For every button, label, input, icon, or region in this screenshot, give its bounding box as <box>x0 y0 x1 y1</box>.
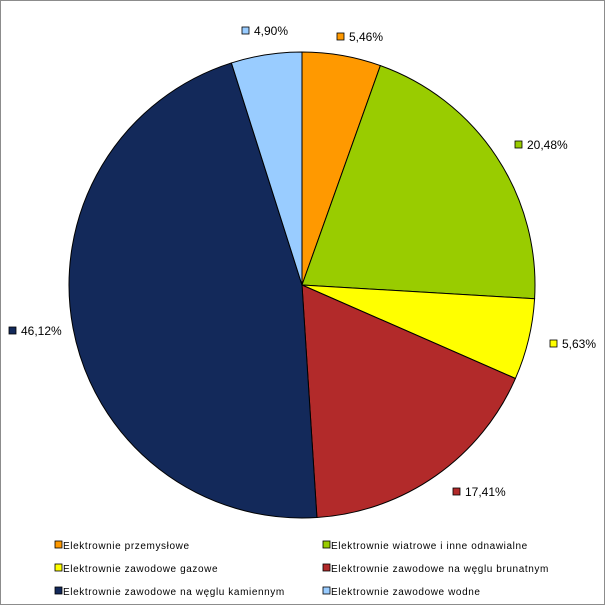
data-label-swatch-elektrownie-zawodowe-na-weglu-kamiennym <box>8 326 17 335</box>
legend-entry-elektrownie-wiatrowe-i-inne-odnawialne: Elektrownie wiatrowe i inne odnawialne <box>331 541 528 552</box>
data-label-elektrownie-wiatrowe-i-inne-odnawialne: 20,48% <box>527 138 568 152</box>
pie-slice-elektrownie-zawodowe-wodne <box>230 51 303 286</box>
data-label-elektrownie-zawodowe-na-weglu-kamiennym: 46,12% <box>21 324 62 338</box>
data-label-swatch-elektrownie-przemyslowe <box>336 32 345 41</box>
data-label-swatch-elektrownie-zawodowe-na-weglu-brunatnym <box>452 487 461 496</box>
legend-entry-elektrownie-zawodowe-na-weglu-brunatnym: Elektrownie zawodowe na węglu brunatnym <box>331 564 549 575</box>
data-label-elektrownie-zawodowe-na-weglu-brunatnym: 17,41% <box>465 485 506 499</box>
data-label-swatch-elektrownie-zawodowe-gazowe <box>549 339 558 348</box>
legend-swatch-elektrownie-wiatrowe-i-inne-odnawialne <box>322 540 331 549</box>
pie-slices <box>68 51 536 519</box>
legend-entry-elektrownie-zawodowe-wodne: Elektrownie zawodowe wodne <box>331 587 481 598</box>
pie-slice-elektrownie-zawodowe-na-weglu-kamiennym <box>68 62 318 519</box>
data-label-swatch-elektrownie-zawodowe-wodne <box>241 26 250 35</box>
legend-swatch-elektrownie-zawodowe-gazowe <box>54 563 63 572</box>
legend-entry-elektrownie-zawodowe-gazowe: Elektrownie zawodowe gazowe <box>63 564 218 575</box>
data-label-elektrownie-przemyslowe: 5,46% <box>349 30 383 44</box>
data-label-swatch-elektrownie-wiatrowe-i-inne-odnawialne <box>514 140 523 149</box>
legend-swatch-elektrownie-zawodowe-na-weglu-brunatnym <box>322 563 331 572</box>
pie-slice-elektrownie-zawodowe-na-weglu-brunatnym <box>301 284 517 519</box>
data-label-elektrownie-zawodowe-gazowe: 5,63% <box>562 337 596 351</box>
legend: Elektrownie przemysłowe Elektrownie wiatr… <box>54 540 549 598</box>
pie-slice-elektrownie-wiatrowe-i-inne-odnawialne <box>301 64 536 300</box>
data-label-elektrownie-zawodowe-wodne: 4,90% <box>254 24 288 38</box>
legend-swatch-elektrownie-zawodowe-wodne <box>322 586 331 595</box>
legend-swatch-elektrownie-przemyslowe <box>54 540 63 549</box>
legend-swatch-elektrownie-zawodowe-na-weglu-kamiennym <box>54 586 63 595</box>
data-labels: 5,46% 20,48% 5,63% 17,41% 46,12% 4,90% <box>8 24 596 499</box>
legend-entry-elektrownie-zawodowe-na-weglu-kamiennym: Elektrownie zawodowe na węglu kamiennym <box>63 587 285 598</box>
legend-entry-elektrownie-przemyslowe: Elektrownie przemysłowe <box>63 541 190 552</box>
